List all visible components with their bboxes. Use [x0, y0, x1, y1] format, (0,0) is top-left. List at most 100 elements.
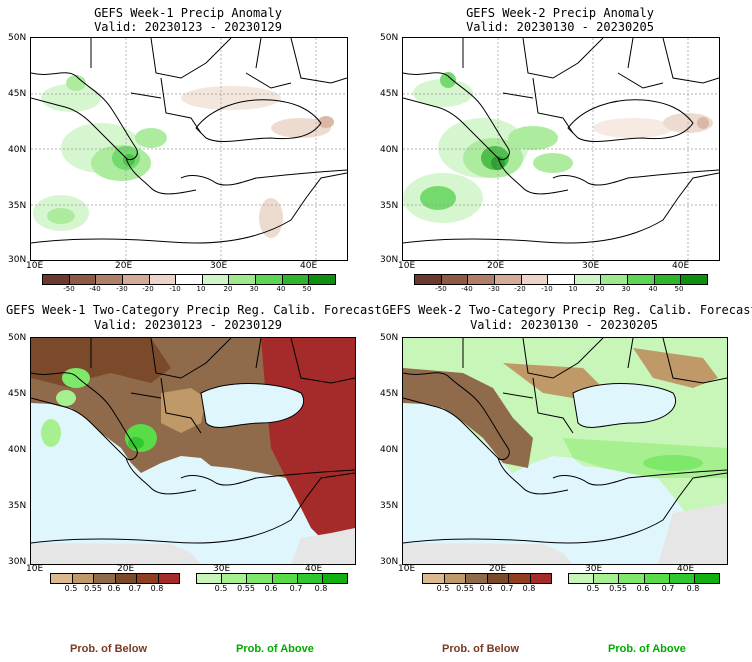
lat-label: 50N: [8, 333, 27, 343]
below-colorbar-week1: [50, 573, 180, 584]
lat-label: 35N: [8, 501, 27, 511]
colorbar-label: 20: [223, 285, 233, 293]
map-week1-anomaly: [30, 37, 348, 261]
lon-label: 10E: [26, 564, 44, 574]
lat-label: 50N: [8, 33, 27, 43]
lat-label: 40N: [8, 145, 27, 155]
panel-valid: Valid: 20230123 - 20230129: [94, 20, 282, 34]
colorbar-label: 10: [568, 285, 578, 293]
colorbar-label: -40: [461, 285, 473, 293]
colorbar-label: 0.7: [500, 584, 514, 593]
colorbar-label: -30: [116, 285, 128, 293]
lon-label: 10E: [398, 564, 416, 574]
prob-above-label: Prob. of Above: [608, 643, 686, 655]
lat-label: 45N: [8, 89, 27, 99]
lat-label: 30N: [8, 557, 27, 567]
lon-label: 40E: [677, 564, 695, 574]
colorbar-label: 0.8: [150, 584, 164, 593]
lat-label: 35N: [380, 501, 399, 511]
colorbar-label: 40: [276, 285, 286, 293]
colorbar-label: 0.6: [264, 584, 278, 593]
prob-below-label: Prob. of Below: [442, 643, 519, 655]
colorbar-label: 0.7: [128, 584, 142, 593]
colorbar-label: 0.5: [64, 584, 78, 593]
lon-label: 30E: [582, 261, 600, 271]
panel-valid: Valid: 20230123 - 20230129: [94, 318, 282, 332]
colorbar-label: -50: [435, 285, 447, 293]
colorbar-label: 30: [621, 285, 631, 293]
lat-label: 45N: [380, 89, 399, 99]
map-week2-two-category: [402, 337, 728, 565]
lat-label: 30N: [380, 255, 399, 265]
colorbar-label: 0.5: [214, 584, 228, 593]
colorbar-label: -20: [142, 285, 154, 293]
lat-label: 30N: [380, 557, 399, 567]
colorbar-label: 0.55: [456, 584, 474, 593]
lon-label: 20E: [487, 261, 505, 271]
lat-label: 40N: [380, 445, 399, 455]
above-colorbar-week2: [568, 573, 720, 584]
map-week1-two-category: [30, 337, 356, 565]
colorbar-label: -30: [488, 285, 500, 293]
colorbar-label: 50: [302, 285, 312, 293]
anomaly-colorbar-week2: [414, 274, 708, 285]
colorbar-label: 0.8: [522, 584, 536, 593]
prob-above-label: Prob. of Above: [236, 643, 314, 655]
colorbar-label: 0.7: [661, 584, 675, 593]
colorbar-label: -20: [514, 285, 526, 293]
colorbar-label: 30: [249, 285, 259, 293]
lat-label: 45N: [380, 389, 399, 399]
panel-title: GEFS Week-2 Two-Category Precip Reg. Cal…: [382, 303, 752, 317]
prob-below-label: Prob. of Below: [70, 643, 147, 655]
colorbar-label: 20: [595, 285, 605, 293]
map-canvas: [31, 38, 347, 260]
colorbar-label: -40: [89, 285, 101, 293]
lon-label: 40E: [305, 564, 323, 574]
lat-label: 40N: [380, 145, 399, 155]
lat-label: 50N: [380, 333, 399, 343]
lon-label: 20E: [117, 564, 135, 574]
anomaly-colorbar-week1: [42, 274, 336, 285]
colorbar-label: 0.7: [289, 584, 303, 593]
map-week2-anomaly: [402, 37, 720, 261]
lat-label: 35N: [8, 201, 27, 211]
colorbar-label: 0.55: [237, 584, 255, 593]
lat-label: 35N: [380, 201, 399, 211]
colorbar-label: -10: [169, 285, 181, 293]
lon-label: 10E: [398, 261, 416, 271]
colorbar-label: -10: [541, 285, 553, 293]
colorbar-label: 0.55: [609, 584, 627, 593]
lat-label: 50N: [380, 33, 399, 43]
panel-title: GEFS Week-1 Precip Anomaly: [94, 6, 282, 20]
colorbar-label: 0.6: [107, 584, 121, 593]
lon-label: 40E: [300, 261, 318, 271]
below-colorbar-week2: [422, 573, 552, 584]
lon-label: 20E: [489, 564, 507, 574]
lon-label: 10E: [26, 261, 44, 271]
colorbar-label: 0.5: [436, 584, 450, 593]
above-colorbar-week1: [196, 573, 348, 584]
panel-title: GEFS Week-2 Precip Anomaly: [466, 6, 654, 20]
lat-label: 40N: [8, 445, 27, 455]
colorbar-label: 0.6: [479, 584, 493, 593]
colorbar-label: -50: [63, 285, 75, 293]
panel-valid: Valid: 20230130 - 20230205: [466, 20, 654, 34]
map-canvas: [31, 338, 355, 564]
colorbar-label: 40: [648, 285, 658, 293]
lon-label: 30E: [585, 564, 603, 574]
lon-label: 40E: [672, 261, 690, 271]
map-canvas: [403, 338, 727, 564]
colorbar-label: 0.6: [636, 584, 650, 593]
colorbar-label: 0.5: [586, 584, 600, 593]
lat-label: 45N: [8, 389, 27, 399]
colorbar-label: 0.8: [686, 584, 700, 593]
colorbar-label: 0.55: [84, 584, 102, 593]
lon-label: 30E: [213, 564, 231, 574]
lat-label: 30N: [8, 255, 27, 265]
panel-title: GEFS Week-1 Two-Category Precip Reg. Cal…: [6, 303, 382, 317]
colorbar-label: 50: [674, 285, 684, 293]
colorbar-label: 10: [196, 285, 206, 293]
panel-valid: Valid: 20230130 - 20230205: [470, 318, 658, 332]
colorbar-label: 0.8: [314, 584, 328, 593]
lon-label: 20E: [115, 261, 133, 271]
